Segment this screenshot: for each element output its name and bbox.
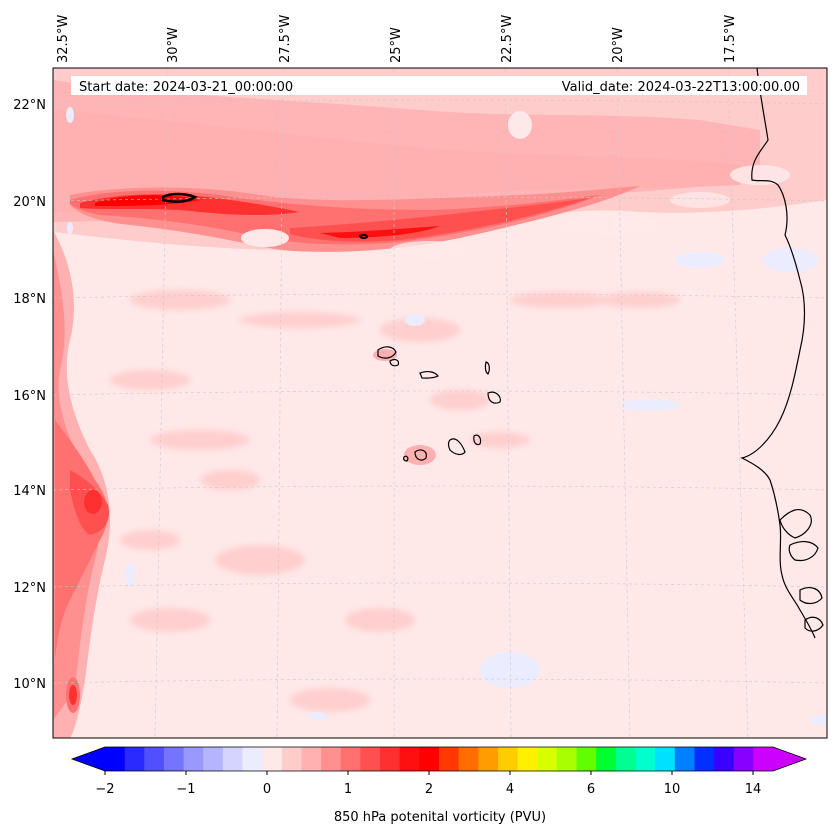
colorbar-swatch bbox=[262, 747, 283, 771]
lon-label-30w: 30°W bbox=[166, 27, 181, 63]
colorbar-swatch bbox=[753, 747, 774, 771]
lon-label-25w: 25°W bbox=[389, 27, 404, 63]
colorbar-swatch bbox=[714, 747, 735, 771]
colorbar-swatch bbox=[281, 747, 303, 771]
colorbar-swatch bbox=[124, 747, 145, 771]
colorbar-swatch bbox=[144, 747, 165, 771]
lat-label-12n: 12°N bbox=[13, 581, 46, 596]
lat-label-20n: 20°N bbox=[13, 195, 46, 210]
cb-tick-neg1: −1 bbox=[176, 782, 195, 797]
colorbar-swatch bbox=[380, 747, 401, 771]
colorbar-swatch bbox=[203, 747, 224, 771]
africa-coastline bbox=[740, 68, 816, 639]
lat-label-16n: 16°N bbox=[13, 389, 46, 404]
colorbar-swatch bbox=[478, 747, 499, 771]
lon-label-27-5w: 27.5°W bbox=[278, 15, 293, 63]
colorbar-swatch bbox=[242, 747, 263, 771]
colorbar-swatch bbox=[733, 747, 754, 771]
header-band bbox=[71, 76, 807, 95]
coastlines bbox=[161, 68, 824, 639]
colorbar-swatch bbox=[635, 747, 656, 771]
colorbar-swatch bbox=[183, 747, 204, 771]
cb-tick-14: 14 bbox=[745, 782, 762, 797]
colorbar-swatch bbox=[497, 747, 519, 771]
colorbar-outline bbox=[70, 746, 808, 772]
colorbar-ticks: −2 −1 0 1 2 4 6 10 14 bbox=[95, 771, 761, 797]
lon-label-32-5w: 32.5°W bbox=[56, 15, 71, 63]
colorbar-swatch bbox=[596, 747, 617, 771]
colorbar-swatch bbox=[576, 747, 597, 771]
colorbar-swatch bbox=[517, 747, 538, 771]
colorbar-swatch bbox=[105, 747, 126, 771]
cb-tick-2: 2 bbox=[425, 782, 433, 797]
colorbar-swatch bbox=[222, 747, 244, 771]
map-panel: Start date: 2024-03-21_00:00:00 Valid_da… bbox=[53, 68, 827, 738]
colorbar-swatch bbox=[439, 747, 460, 771]
colorbar-swatch bbox=[301, 747, 322, 771]
lon-label-22-5w: 22.5°W bbox=[500, 15, 515, 63]
island-santo-antao bbox=[377, 346, 397, 359]
colorbar-swatch bbox=[163, 747, 185, 771]
colorbar-over-arrow bbox=[773, 747, 806, 771]
cb-tick-1: 1 bbox=[344, 782, 352, 797]
colorbar-swatch bbox=[615, 747, 637, 771]
colorbar-swatch bbox=[674, 747, 696, 771]
lon-label-17-5w: 17.5°W bbox=[723, 15, 738, 63]
valid-date-label: Valid_date: 2024-03-22T13:00:00.00 bbox=[562, 80, 800, 95]
colorbar-swatch bbox=[694, 747, 715, 771]
colorbar-swatch bbox=[655, 747, 676, 771]
colorbar-swatch bbox=[340, 747, 362, 771]
map-frame bbox=[52, 67, 828, 739]
latitude-labels: 22°N 20°N 18°N 16°N 14°N 12°N 10°N bbox=[13, 98, 46, 692]
colorbar-swatch bbox=[321, 747, 342, 771]
pv-field bbox=[53, 68, 827, 738]
colorbar-swatches bbox=[105, 747, 774, 771]
lat-label-18n: 18°N bbox=[13, 292, 46, 307]
cb-tick-10: 10 bbox=[664, 782, 681, 797]
cb-tick-0: 0 bbox=[263, 782, 271, 797]
colorbar-swatch bbox=[419, 747, 440, 771]
colorbar-swatch bbox=[556, 747, 578, 771]
colorbar-under-arrow bbox=[72, 747, 105, 771]
colorbar-label: 850 hPa potenital vorticity (PVU) bbox=[334, 810, 546, 825]
lat-label-22n: 22°N bbox=[13, 98, 46, 113]
colorbar-swatch bbox=[537, 747, 558, 771]
cb-tick-6: 6 bbox=[587, 782, 595, 797]
cb-tick-4: 4 bbox=[506, 782, 514, 797]
start-date-label: Start date: 2024-03-21_00:00:00 bbox=[79, 80, 293, 95]
lon-label-20w: 20°W bbox=[611, 27, 626, 63]
colorbar-swatch bbox=[399, 747, 420, 771]
colorbar-swatch bbox=[360, 747, 381, 771]
lat-label-14n: 14°N bbox=[13, 484, 46, 499]
longitude-labels: 32.5°W 30°W 27.5°W 25°W 22.5°W 20°W 17.5… bbox=[56, 15, 738, 63]
lat-label-10n: 10°N bbox=[13, 677, 46, 692]
colorbar: −2 −1 0 1 2 4 6 10 14 850 hPa potenital … bbox=[70, 746, 808, 825]
cb-tick-neg2: −2 bbox=[95, 782, 114, 797]
colorbar-swatch bbox=[458, 747, 479, 771]
